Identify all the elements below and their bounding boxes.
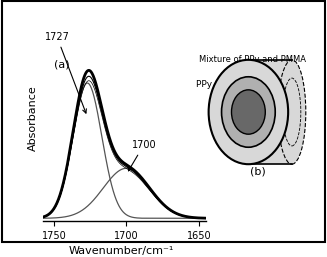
Text: 1700: 1700 xyxy=(129,140,156,171)
Ellipse shape xyxy=(222,77,275,147)
Ellipse shape xyxy=(232,90,265,134)
Polygon shape xyxy=(249,60,292,164)
Ellipse shape xyxy=(278,60,306,164)
Text: PPy only: PPy only xyxy=(196,80,242,107)
Text: Mixture of PPy and PMMA: Mixture of PPy and PMMA xyxy=(198,55,306,67)
Y-axis label: Absorbance: Absorbance xyxy=(28,85,38,151)
Text: (b): (b) xyxy=(250,166,266,176)
Text: (a): (a) xyxy=(54,60,70,70)
Text: Wavenumber/cm⁻¹: Wavenumber/cm⁻¹ xyxy=(68,246,174,256)
Ellipse shape xyxy=(209,60,288,164)
Text: 1727: 1727 xyxy=(44,32,86,113)
